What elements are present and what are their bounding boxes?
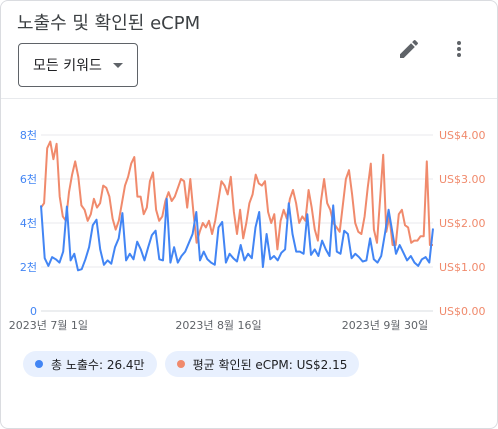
x-tick-label: 2023년 7월 1일 xyxy=(9,318,88,332)
y-right-tick-label: US$0.00 xyxy=(439,305,486,318)
y-left-tick-label: 8천 xyxy=(20,128,37,142)
legend-chip-ecpm[interactable]: 평균 확인된 eCPM: US$2.15 xyxy=(164,351,360,377)
y-left-tick-label: 6천 xyxy=(20,172,37,186)
more-vert-icon xyxy=(457,41,461,57)
impressions-series-line xyxy=(40,197,434,272)
x-tick-label: 2023년 8월 16일 xyxy=(175,318,261,332)
y-left-tick-label: 2천 xyxy=(20,260,37,274)
caret-down-icon xyxy=(113,63,123,68)
legend-chip-impressions[interactable]: 총 노출수: 26.4만 xyxy=(23,351,157,377)
y-right-tick-label: US$2.00 xyxy=(439,217,486,230)
line-chart: 0 US$0.00 2천 US$1.00 4천 US$2.00 6천 US$3.00 8천 US$… xyxy=(9,128,486,332)
ecpm-series-line xyxy=(40,140,433,251)
y-right-tick-label: US$4.00 xyxy=(439,129,486,142)
keyword-filter-label: 모든 키워드 xyxy=(33,58,102,74)
more-options-button[interactable] xyxy=(447,37,471,61)
y-right-tick-label: US$3.00 xyxy=(439,173,486,186)
legend-label-impressions: 총 노출수: 26.4만 xyxy=(51,357,145,372)
edit-button[interactable] xyxy=(397,37,421,61)
header-divider xyxy=(1,98,497,99)
y-right-tick-label: US$1.00 xyxy=(439,261,486,274)
y-left-tick-label: 0 xyxy=(30,305,37,318)
legend-dot-ecpm xyxy=(176,360,185,368)
card-title: 노출수 및 확인된 eCPM xyxy=(17,13,201,34)
keyword-filter-dropdown[interactable]: 모든 키워드 xyxy=(18,43,138,87)
x-tick-label: 2023년 9월 30일 xyxy=(342,318,428,332)
legend-label-ecpm: 평균 확인된 eCPM: US$2.15 xyxy=(192,357,348,372)
pencil-icon xyxy=(400,39,419,58)
y-left-tick-label: 4천 xyxy=(20,216,37,230)
legend-dot-impressions xyxy=(35,360,43,368)
chart-legend: 총 노출수: 26.4만 평균 확인된 eCPM: US$2.15 xyxy=(23,351,360,377)
